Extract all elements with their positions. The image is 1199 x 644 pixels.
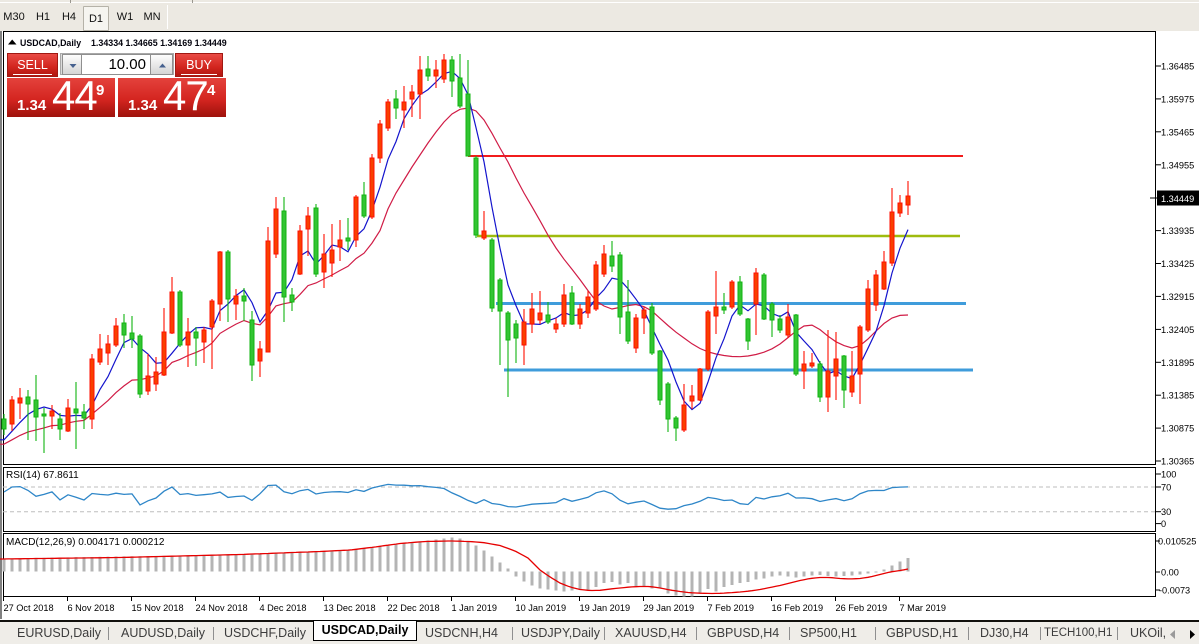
svg-text:1.32405: 1.32405 [1161, 325, 1194, 335]
svg-text:100: 100 [1161, 470, 1176, 480]
svg-text:1.31895: 1.31895 [1161, 358, 1194, 368]
svg-text:1.33425: 1.33425 [1161, 259, 1194, 269]
svg-text:1.34334 1.34665 1.34169 1.3444: 1.34334 1.34665 1.34169 1.34449 [91, 38, 227, 48]
svg-text:0.010525: 0.010525 [1158, 537, 1196, 547]
svg-text:4 Dec 2018: 4 Dec 2018 [260, 603, 307, 613]
svg-text:7 Feb 2019: 7 Feb 2019 [708, 603, 755, 613]
svg-text:22 Dec 2018: 22 Dec 2018 [388, 603, 440, 613]
svg-text:1.32915: 1.32915 [1161, 292, 1194, 302]
svg-text:1.35975: 1.35975 [1161, 94, 1194, 104]
svg-text:1.33935: 1.33935 [1161, 226, 1194, 236]
svg-text:1.36485: 1.36485 [1161, 62, 1194, 72]
svg-text:15 Nov 2018: 15 Nov 2018 [132, 603, 184, 613]
svg-text:26 Feb 2019: 26 Feb 2019 [836, 603, 888, 613]
svg-text:1.34955: 1.34955 [1161, 160, 1194, 170]
svg-text:0.00: 0.00 [1161, 568, 1179, 578]
svg-text:RSI(14) 67.8611: RSI(14) 67.8611 [6, 470, 79, 481]
svg-text:13 Dec 2018: 13 Dec 2018 [324, 603, 376, 613]
svg-text:1.35465: 1.35465 [1161, 127, 1194, 137]
svg-text:0: 0 [1161, 519, 1166, 529]
svg-text:-0.0073: -0.0073 [1159, 586, 1190, 596]
svg-text:24 Nov 2018: 24 Nov 2018 [196, 603, 248, 613]
svg-text:7 Mar 2019: 7 Mar 2019 [900, 603, 946, 613]
svg-text:19 Jan 2019: 19 Jan 2019 [580, 603, 631, 613]
svg-text:16 Feb 2019: 16 Feb 2019 [772, 603, 824, 613]
svg-text:10 Jan 2019: 10 Jan 2019 [516, 603, 567, 613]
svg-text:USDCAD,Daily: USDCAD,Daily [20, 38, 81, 48]
svg-text:6 Nov 2018: 6 Nov 2018 [68, 603, 115, 613]
svg-text:27 Oct 2018: 27 Oct 2018 [4, 603, 54, 613]
svg-text:1.30875: 1.30875 [1161, 424, 1194, 434]
svg-text:1 Jan 2019: 1 Jan 2019 [452, 603, 497, 613]
svg-text:29 Jan 2019: 29 Jan 2019 [644, 603, 695, 613]
svg-text:MACD(12,26,9) 0.004171 0.00021: MACD(12,26,9) 0.004171 0.000212 [6, 537, 165, 548]
svg-text:1.30365: 1.30365 [1161, 457, 1194, 467]
svg-text:1.31385: 1.31385 [1161, 391, 1194, 401]
svg-text:1.34449: 1.34449 [1161, 194, 1194, 204]
svg-text:70: 70 [1161, 483, 1171, 493]
svg-text:30: 30 [1161, 507, 1171, 517]
